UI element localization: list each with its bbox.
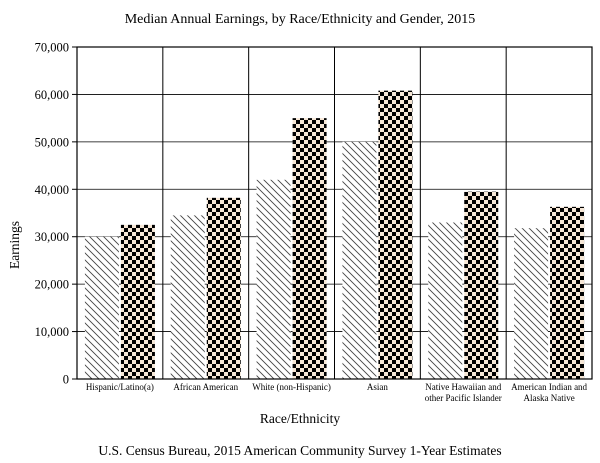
bars bbox=[84, 90, 585, 380]
bar bbox=[170, 215, 205, 379]
x-tick-label: Native Hawaiian and bbox=[425, 382, 501, 392]
x-tick-label: Alaska Native bbox=[523, 393, 574, 403]
x-axis-label: Race/Ethnicity bbox=[260, 411, 340, 426]
source-note: U.S. Census Bureau, 2015 American Commun… bbox=[98, 443, 501, 458]
y-tick-label: 20,000 bbox=[35, 278, 69, 292]
bar bbox=[292, 118, 327, 380]
y-tick-label: 10,000 bbox=[35, 325, 69, 339]
y-tick-label: 0 bbox=[63, 373, 69, 387]
y-axis: 0 10,000 20,000 30,000 40,000 50,000 60,000 70,… bbox=[35, 41, 77, 387]
bar bbox=[256, 179, 291, 379]
x-tick-label: Asian bbox=[367, 382, 388, 392]
y-axis-label: Earnings bbox=[7, 221, 22, 269]
bar bbox=[378, 90, 413, 380]
y-tick-label: 60,000 bbox=[35, 88, 69, 102]
plot-border bbox=[76, 46, 593, 380]
bar bbox=[514, 228, 549, 379]
y-tick-label: 40,000 bbox=[35, 183, 69, 197]
bar bbox=[464, 191, 499, 379]
plot-frame bbox=[76, 46, 593, 380]
x-tick-label: African American bbox=[173, 382, 238, 392]
bar bbox=[342, 141, 377, 379]
x-tick-label: White (non-Hispanic) bbox=[252, 382, 331, 392]
bar bbox=[428, 222, 463, 379]
x-tick-label: Hispanic/Latino(a) bbox=[86, 382, 154, 392]
y-tick-label: 50,000 bbox=[35, 135, 69, 149]
x-tick-label: American Indian and bbox=[511, 382, 587, 392]
y-tick-label: 70,000 bbox=[35, 41, 69, 55]
y-tick-label: 30,000 bbox=[35, 230, 69, 244]
bar bbox=[550, 206, 585, 379]
chart-title: Median Annual Earnings, by Race/Ethnicit… bbox=[125, 12, 476, 27]
bar bbox=[120, 224, 155, 379]
x-tick-label: other Pacific Islander bbox=[425, 393, 502, 403]
bar bbox=[84, 236, 119, 379]
x-axis: Hispanic/Latino(a) African American White … bbox=[86, 382, 588, 403]
bar bbox=[206, 197, 241, 379]
